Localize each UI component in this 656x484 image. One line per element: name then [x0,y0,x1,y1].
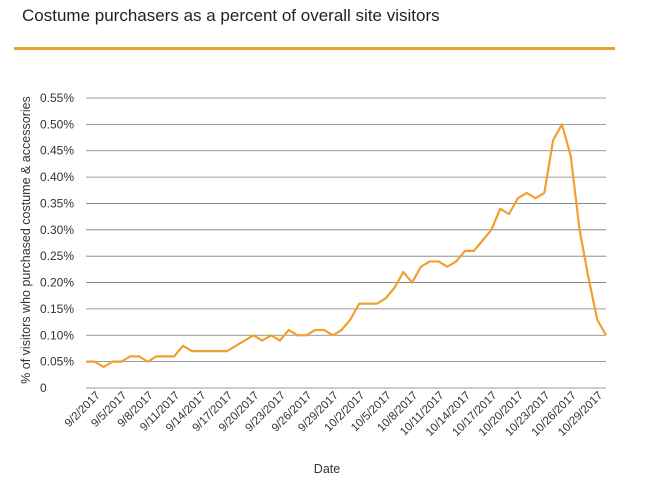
data-point [252,334,255,337]
y-tick-label: 0.10% [40,328,74,342]
data-point [578,228,581,231]
data-point [93,360,96,363]
data-point [208,350,211,353]
data-point [463,249,466,252]
data-point [226,350,229,353]
data-point [472,249,475,252]
data-point [102,365,105,368]
data-point [534,197,537,200]
data-point [411,281,414,284]
data-point [85,360,88,363]
data-point [111,360,114,363]
y-axis-label: % of visitors who purchased costume & ac… [19,96,33,384]
data-point [270,334,273,337]
title-underline [14,47,615,50]
data-point [331,334,334,337]
data-point [393,286,396,289]
y-tick-label: 0.45% [40,144,74,158]
data-point [384,297,387,300]
data-point [305,334,308,337]
data-point [164,355,167,358]
data-point [296,334,299,337]
y-tick-label: 0.20% [40,276,74,290]
data-point [173,355,176,358]
data-point [596,318,599,321]
y-tick-label: 0.15% [40,302,74,316]
data-point [428,260,431,263]
y-tick-label: 0 [40,381,47,395]
data-point [446,265,449,268]
data-point [516,197,519,200]
y-axis-ticks: 0 0.05% 0.10% 0.15% 0.20% 0.25% 0.30% 0.35% 0.40… [40,91,74,395]
y-tick-label: 0.55% [40,91,74,105]
data-point [455,260,458,263]
data-point [569,155,572,158]
data-point [199,350,202,353]
data-point [129,355,132,358]
data-point [543,191,546,194]
data-point [525,191,528,194]
data-point [137,355,140,358]
y-tick-label: 0.30% [40,223,74,237]
data-point [508,213,511,216]
data-point [217,350,220,353]
data-point [437,260,440,263]
data-point [552,139,555,142]
data-point [155,355,158,358]
y-tick-label: 0.25% [40,249,74,263]
y-tick-label: 0.35% [40,196,74,210]
data-point [287,329,290,332]
chart-title: Costume purchasers as a percent of overa… [22,6,440,25]
x-axis-ticks: 9/2/20179/5/20179/8/20179/11/20179/14/20… [63,390,606,439]
data-point [314,329,317,332]
data-point [367,302,370,305]
data-point [146,360,149,363]
data-point [120,360,123,363]
data-point [349,318,352,321]
data-point [278,339,281,342]
data-points [85,123,608,369]
data-point [499,207,502,210]
data-point [322,329,325,332]
data-point [587,276,590,279]
data-point [243,339,246,342]
series-line [86,123,607,369]
data-point [402,271,405,274]
data-point [181,344,184,347]
gridlines [86,97,606,389]
data-point [605,334,608,337]
data-point [340,329,343,332]
data-point [261,339,264,342]
data-point [560,123,563,126]
y-tick-label: 0.40% [40,170,74,184]
data-point [358,302,361,305]
data-point [481,239,484,242]
data-point [490,228,493,231]
y-tick-label: 0.05% [40,355,74,369]
data-point [234,344,237,347]
data-point [190,350,193,353]
data-point [419,265,422,268]
y-tick-label: 0.50% [40,117,74,131]
x-axis-label: Date [314,462,340,476]
data-point [375,302,378,305]
